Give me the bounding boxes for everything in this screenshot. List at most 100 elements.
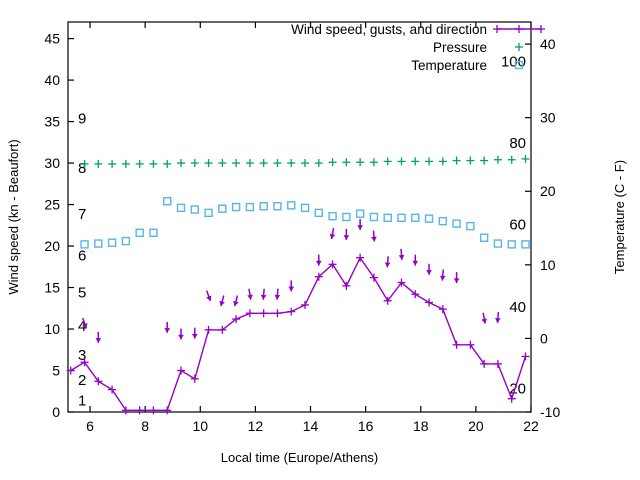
data-point-marker	[452, 219, 461, 228]
wind-direction-arrow	[191, 327, 198, 339]
data-point-marker	[424, 214, 434, 223]
legend-label: Temperature	[411, 58, 487, 73]
legend-label: Pressure	[433, 40, 487, 55]
wind-direction-arrow	[164, 321, 171, 333]
data-point-marker	[273, 202, 282, 211]
beaufort-label: 2	[78, 372, 86, 389]
wind-direction-arrow	[439, 269, 446, 281]
beaufort-label: 3	[78, 347, 86, 364]
x-tick-label: 18	[413, 418, 429, 434]
data-point-marker	[190, 205, 199, 214]
plot-frame	[67, 21, 532, 413]
wind-direction-arrow	[274, 288, 281, 300]
y2-tick-label: 20	[540, 183, 556, 199]
x-axis-title: Local time (Europe/Athens)	[221, 450, 379, 465]
beaufort-label: 4	[78, 318, 86, 335]
wind-speed-line	[70, 256, 527, 411]
wind-direction-arrow	[95, 331, 102, 343]
data-point-marker	[163, 197, 172, 206]
y-tick-label: 10	[44, 321, 60, 337]
wind-direction-arrow	[412, 254, 419, 266]
wind-direction-arrow	[495, 311, 501, 323]
y-tick-label: 35	[44, 114, 60, 130]
legend-label: Wind speed, gusts, and direction	[291, 22, 487, 37]
wind-direction-arrow	[288, 280, 295, 292]
data-point-marker	[342, 212, 351, 222]
chart-legend: Wind speed, gusts, and direction Pressure…	[291, 22, 545, 73]
x-tick-label: 14	[303, 418, 319, 434]
y2-tick-label: 40	[540, 36, 556, 52]
x-tick-label: 16	[358, 418, 374, 434]
y-axis-left-title: Wind speed (kn - Beaufort)	[6, 139, 21, 294]
y-axis-left-ticks: 0 5 10 15 20 25 30 35 40 45	[44, 31, 74, 420]
data-point-marker	[438, 216, 448, 226]
data-point-marker	[314, 208, 323, 218]
wind-direction-arrow	[357, 218, 363, 230]
data-point-marker	[300, 203, 310, 213]
data-point-marker	[259, 202, 268, 211]
x-tick-label: 6	[86, 418, 94, 434]
wind-direction-arrow	[205, 290, 212, 302]
y-tick-label: 5	[52, 363, 60, 379]
data-point-marker	[135, 228, 144, 237]
x-tick-label: 22	[523, 418, 539, 434]
series-wind-speed	[66, 253, 530, 415]
data-point-marker	[397, 213, 406, 223]
data-point-marker	[245, 202, 255, 212]
wind-direction-arrow	[343, 228, 350, 240]
wind-direction-arrow	[371, 230, 377, 242]
data-point-marker	[514, 60, 524, 70]
y-tick-label: 40	[44, 72, 60, 88]
y-axis-right-title: Temperature (C - F)	[612, 160, 627, 274]
data-point-marker	[521, 240, 530, 249]
wind-direction-arrow	[384, 256, 391, 268]
data-point-marker	[80, 240, 89, 249]
fahrenheit-label: 40	[509, 299, 526, 316]
y-tick-label: 0	[52, 404, 60, 420]
wind-direction-arrow	[233, 295, 239, 307]
data-point-marker	[355, 209, 365, 218]
wind-direction-arrow	[81, 317, 88, 329]
fahrenheit-label: 100	[501, 53, 526, 70]
wind-direction-arrow	[178, 328, 184, 340]
wind-direction-arrow	[260, 288, 267, 300]
data-point-marker	[176, 203, 186, 213]
y2-tick-label: 0	[540, 330, 548, 346]
data-point-marker	[121, 236, 131, 246]
data-point-marker	[328, 211, 337, 221]
y-tick-label: 45	[44, 31, 60, 47]
x-axis-ticks: 6 8 10 12 14 16 18 20 22	[86, 22, 539, 434]
beaufort-label: 8	[78, 160, 86, 177]
x-tick-label: 8	[141, 418, 149, 434]
beaufort-label: 1	[78, 393, 86, 410]
data-point-marker	[204, 208, 213, 218]
beaufort-label: 5	[78, 285, 86, 302]
wind-direction-arrow	[329, 228, 336, 240]
data-point-marker	[107, 238, 117, 247]
beaufort-label: 9	[78, 110, 86, 127]
data-point-marker	[149, 228, 158, 237]
data-point-marker	[94, 239, 103, 248]
data-point-marker	[411, 213, 420, 223]
data-point-marker	[466, 221, 475, 231]
y-tick-label: 25	[44, 197, 60, 213]
data-point-marker	[231, 202, 241, 212]
wind-direction-arrow	[398, 248, 405, 260]
wind-direction-arrow	[315, 254, 322, 266]
wind-direction-arrow	[426, 263, 432, 275]
y2-tick-label: 30	[540, 110, 556, 126]
data-point-marker	[493, 239, 503, 248]
beaufort-label: 6	[78, 247, 86, 264]
x-tick-label: 12	[248, 418, 264, 434]
series-pressure	[80, 154, 530, 168]
fahrenheit-label: 80	[509, 135, 526, 152]
series-temperature	[80, 197, 530, 249]
beaufort-scale-labels: 1 2 3 4 5 6 7 8 9	[78, 110, 86, 409]
y-axis-right-ticks: -10 0 10 20 30 40	[525, 36, 560, 420]
y-tick-label: 30	[44, 155, 60, 171]
wind-direction-arrows	[81, 218, 501, 343]
data-point-marker	[369, 212, 379, 222]
